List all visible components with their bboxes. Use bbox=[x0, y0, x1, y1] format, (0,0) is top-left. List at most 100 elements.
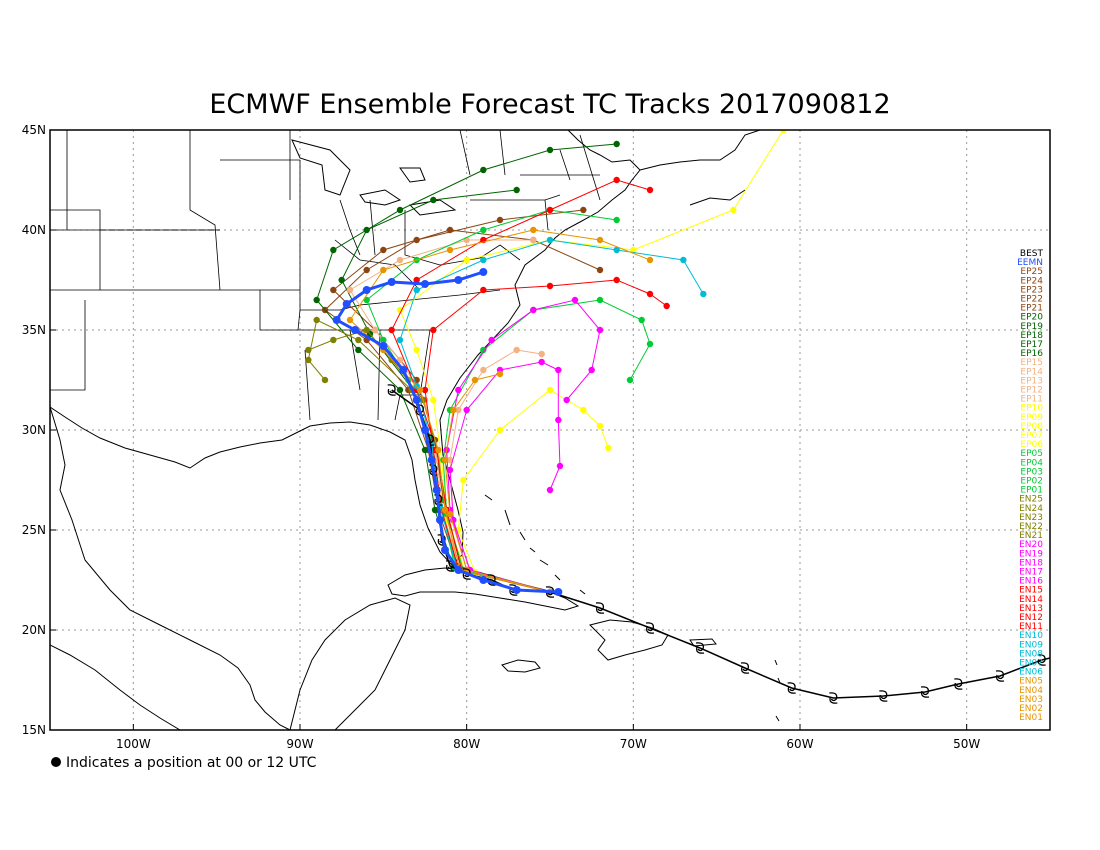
member-position-dot bbox=[546, 146, 554, 154]
member-position-dot bbox=[613, 140, 620, 148]
member-position-dot bbox=[513, 346, 520, 354]
legend-entry: EN08 bbox=[1019, 649, 1043, 659]
legend-entry: EEMN bbox=[1017, 258, 1043, 268]
canada-maritimes bbox=[639, 130, 761, 206]
member-position-dot bbox=[305, 356, 312, 364]
member-position-dot bbox=[305, 346, 312, 354]
hurricane-symbol-icon bbox=[879, 690, 888, 702]
hurricane-symbol-icon bbox=[740, 662, 750, 674]
member-position-dot bbox=[555, 366, 562, 374]
member-position-dot bbox=[613, 176, 620, 184]
hurricane-symbol-icon bbox=[595, 602, 605, 614]
mexico-coastline bbox=[50, 406, 291, 730]
chart-title: ECMWF Ensemble Forecast TC Tracks 201709… bbox=[209, 89, 890, 120]
member-position-dot bbox=[413, 286, 420, 294]
member-track-ep12 bbox=[449, 349, 551, 593]
hurricane-symbol-icon bbox=[995, 670, 1005, 682]
ensemble-mean-dot bbox=[454, 276, 463, 284]
member-position-dot bbox=[596, 326, 604, 334]
member-position-dot bbox=[330, 286, 337, 294]
member-position-dot bbox=[638, 316, 645, 324]
tracks-layer bbox=[305, 130, 1050, 704]
member-position-dot bbox=[355, 336, 362, 344]
ensemble-mean-dot bbox=[441, 546, 449, 554]
legend-entry: EN16 bbox=[1019, 577, 1043, 587]
lat-tick-label: 35N bbox=[22, 323, 46, 337]
legend-entry: EN22 bbox=[1019, 522, 1043, 532]
member-position-dot bbox=[546, 236, 554, 244]
member-position-dot bbox=[730, 206, 737, 214]
member-position-dot bbox=[455, 406, 462, 414]
member-position-dot bbox=[435, 446, 442, 454]
legend-entry: EP20 bbox=[1020, 313, 1043, 323]
member-position-dot bbox=[421, 386, 429, 394]
member-position-dot bbox=[446, 510, 454, 518]
legend-entry: EP04 bbox=[1020, 458, 1043, 468]
member-position-dot bbox=[613, 276, 620, 284]
member-position-dot bbox=[346, 286, 354, 294]
lon-tick-label: 80W bbox=[453, 737, 480, 751]
hurricane-symbol-icon bbox=[954, 678, 963, 690]
member-position-dot bbox=[346, 316, 354, 324]
member-position-dot bbox=[530, 306, 537, 314]
legend-entry: EN06 bbox=[1019, 668, 1043, 678]
member-position-dot bbox=[416, 386, 424, 394]
member-position-dot bbox=[446, 226, 454, 234]
legend-entry: EN24 bbox=[1019, 504, 1043, 514]
legend-entry: EP13 bbox=[1020, 376, 1043, 386]
member-position-dot bbox=[596, 422, 604, 430]
ensemble-mean-dot bbox=[342, 300, 351, 308]
member-position-dot bbox=[646, 290, 654, 298]
member-position-dot bbox=[613, 246, 620, 254]
member-position-dot bbox=[460, 476, 467, 484]
us-coastline bbox=[50, 130, 641, 566]
legend-entry: EN11 bbox=[1019, 622, 1043, 632]
member-position-dot bbox=[596, 266, 604, 274]
hispaniola-outline bbox=[589, 619, 669, 661]
hurricane-symbol-icon bbox=[829, 692, 838, 704]
member-position-dot bbox=[396, 306, 404, 314]
legend-entry: EN03 bbox=[1019, 695, 1043, 705]
state-borders bbox=[50, 130, 601, 421]
legend-entry: EP07 bbox=[1020, 431, 1043, 441]
legend-entry: EP02 bbox=[1020, 477, 1043, 487]
ensemble-mean-dot bbox=[412, 396, 421, 404]
legend-entry: EP21 bbox=[1020, 304, 1043, 314]
legend-entry: EP06 bbox=[1020, 440, 1043, 450]
legend-entry: EN12 bbox=[1019, 613, 1043, 623]
ensemble-mean-track bbox=[334, 270, 559, 594]
legend-entry: EN15 bbox=[1019, 586, 1043, 596]
legend-entry: EP03 bbox=[1020, 467, 1043, 477]
member-position-dot bbox=[513, 186, 520, 194]
member-position-dot bbox=[363, 326, 370, 334]
ensemble-mean-dot bbox=[379, 342, 388, 350]
legend-entry: EP18 bbox=[1020, 331, 1043, 341]
hurricane-symbol-icon bbox=[695, 642, 705, 654]
legend-entry: EN19 bbox=[1019, 549, 1043, 559]
member-position-dot bbox=[646, 340, 654, 348]
axis-ticks: 45N 40N 35N 30N 25N 20N 15N 100W 90W 80W 70W 60W 50W bbox=[22, 123, 981, 751]
legend-entry: EP15 bbox=[1020, 358, 1043, 368]
footnote-dot-icon bbox=[51, 757, 61, 767]
member-position-dot bbox=[421, 446, 429, 454]
legend-entry: EP24 bbox=[1020, 276, 1043, 286]
member-position-dot bbox=[396, 206, 404, 214]
member-position-dot bbox=[430, 196, 437, 204]
member-position-dot bbox=[463, 256, 470, 264]
member-position-dot bbox=[380, 266, 387, 274]
member-position-dot bbox=[396, 356, 404, 364]
legend-entry: EN23 bbox=[1019, 513, 1043, 523]
legend-entry: EN09 bbox=[1019, 640, 1043, 650]
member-position-dot bbox=[380, 336, 387, 344]
puerto-rico-outline bbox=[689, 638, 717, 647]
legend-entry: EP08 bbox=[1020, 422, 1043, 432]
footnote-text: Indicates a position at 00 or 12 UTC bbox=[66, 755, 317, 771]
great-lakes bbox=[291, 139, 457, 216]
member-position-dot bbox=[571, 296, 579, 304]
legend-entry: EN01 bbox=[1019, 713, 1043, 723]
member-position-dot bbox=[430, 326, 437, 334]
member-position-dot bbox=[530, 226, 537, 234]
member-position-dot bbox=[538, 358, 545, 366]
hurricane-symbol-icon bbox=[645, 622, 655, 634]
lon-tick-label: 70W bbox=[620, 737, 647, 751]
